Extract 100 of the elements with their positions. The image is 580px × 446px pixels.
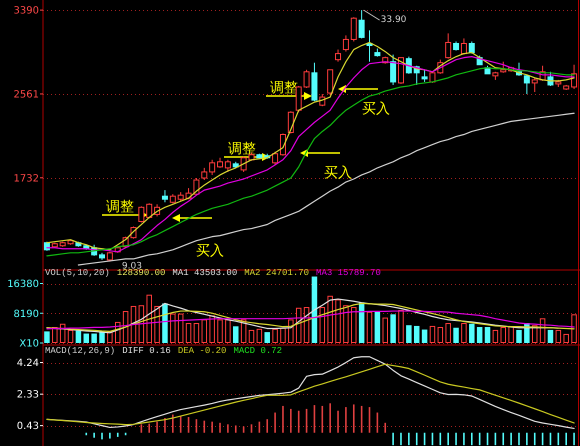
chart-title: VOL(5,10,20) [45, 268, 110, 278]
bar [351, 307, 357, 343]
bar [476, 327, 482, 343]
bar [194, 323, 200, 343]
bar [122, 311, 128, 343]
bar [76, 330, 82, 343]
candlestick [358, 10, 365, 39]
text: DEA -0.20 [178, 346, 226, 356]
y-tick-label: 16380 [7, 279, 39, 290]
candlestick [240, 156, 247, 172]
y-tick-label: 2.33 [16, 390, 39, 401]
bar [202, 319, 208, 343]
candlestick [162, 190, 168, 203]
annotation: 调整 [106, 199, 134, 215]
candlestick [342, 34, 349, 52]
bar [178, 314, 184, 343]
line-series [46, 302, 575, 332]
candlestick [524, 74, 530, 95]
bar [469, 324, 475, 343]
bar [445, 323, 451, 343]
bar [548, 330, 554, 343]
bar [500, 327, 506, 343]
bar [170, 314, 176, 343]
bar [461, 323, 467, 343]
bar [374, 311, 380, 343]
text: DIFF 0.16 [122, 346, 171, 356]
bar [186, 323, 192, 343]
bar [138, 305, 144, 343]
bar [571, 314, 577, 343]
bar [99, 332, 105, 343]
bar [217, 319, 223, 343]
candlestick [422, 69, 428, 82]
bar [406, 325, 412, 343]
bar [327, 296, 333, 343]
bar [430, 326, 436, 343]
candlestick [217, 157, 224, 168]
bar [492, 330, 498, 343]
bar [320, 307, 326, 343]
bar [516, 330, 522, 343]
chart-title: MACD(12,26,9) [45, 346, 116, 356]
bar [130, 306, 136, 343]
candlestick [296, 85, 302, 113]
bar [264, 332, 270, 343]
y-tick-label: 4.24 [16, 358, 39, 370]
bar [154, 306, 160, 343]
bar [358, 302, 364, 343]
candlestick [453, 40, 460, 52]
bar [248, 330, 254, 343]
candlestick [335, 49, 342, 62]
bar [91, 334, 97, 343]
line-series [46, 310, 575, 330]
bar [162, 303, 168, 343]
candlestick [350, 16, 357, 42]
bar [44, 331, 50, 343]
bar [438, 327, 444, 343]
bar [556, 330, 562, 343]
text: MA3 15789.70 [316, 268, 381, 278]
bar [233, 326, 239, 343]
bar [209, 315, 215, 343]
annotation: 买入 [324, 165, 352, 181]
candlestick [327, 69, 334, 96]
bar [60, 324, 66, 343]
bar [84, 334, 90, 343]
bar [484, 327, 490, 343]
annotation: 调整 [228, 141, 256, 157]
annotation: MACD 0.72 [233, 346, 282, 356]
text: MA2 24701.70 [244, 268, 310, 278]
bar [256, 328, 262, 343]
bar [563, 334, 569, 343]
y-tick-label: 2561 [14, 89, 39, 100]
candlestick [224, 159, 231, 172]
bar [422, 330, 428, 343]
text: MA1 43503.00 [172, 268, 238, 278]
y-tick-label: 0.43 [16, 421, 39, 432]
bar [225, 319, 231, 343]
annotation: 买入 [196, 243, 224, 259]
bar [398, 310, 404, 343]
y-tick-label: 1732 [14, 173, 39, 184]
bar [52, 327, 58, 343]
bar [335, 299, 341, 343]
candlestick [304, 69, 310, 88]
bar [312, 276, 318, 343]
bar [508, 326, 514, 343]
candlestick [272, 151, 278, 166]
bar [366, 312, 372, 343]
bar [382, 318, 388, 343]
candlestick [390, 54, 396, 86]
annotation: 调整 [270, 80, 298, 96]
bar [272, 328, 278, 343]
y-tick-label: X10 [19, 338, 39, 350]
bar [414, 326, 420, 343]
candlestick [460, 38, 467, 56]
bar [453, 328, 459, 343]
y-tick-label: 8190 [14, 308, 39, 320]
bar [343, 305, 349, 343]
line-series [46, 364, 575, 426]
bar [280, 328, 286, 343]
annotation: 买入 [362, 101, 390, 117]
y-tick-label: 3390 [14, 6, 39, 17]
annotation: 33.90 [380, 15, 407, 26]
